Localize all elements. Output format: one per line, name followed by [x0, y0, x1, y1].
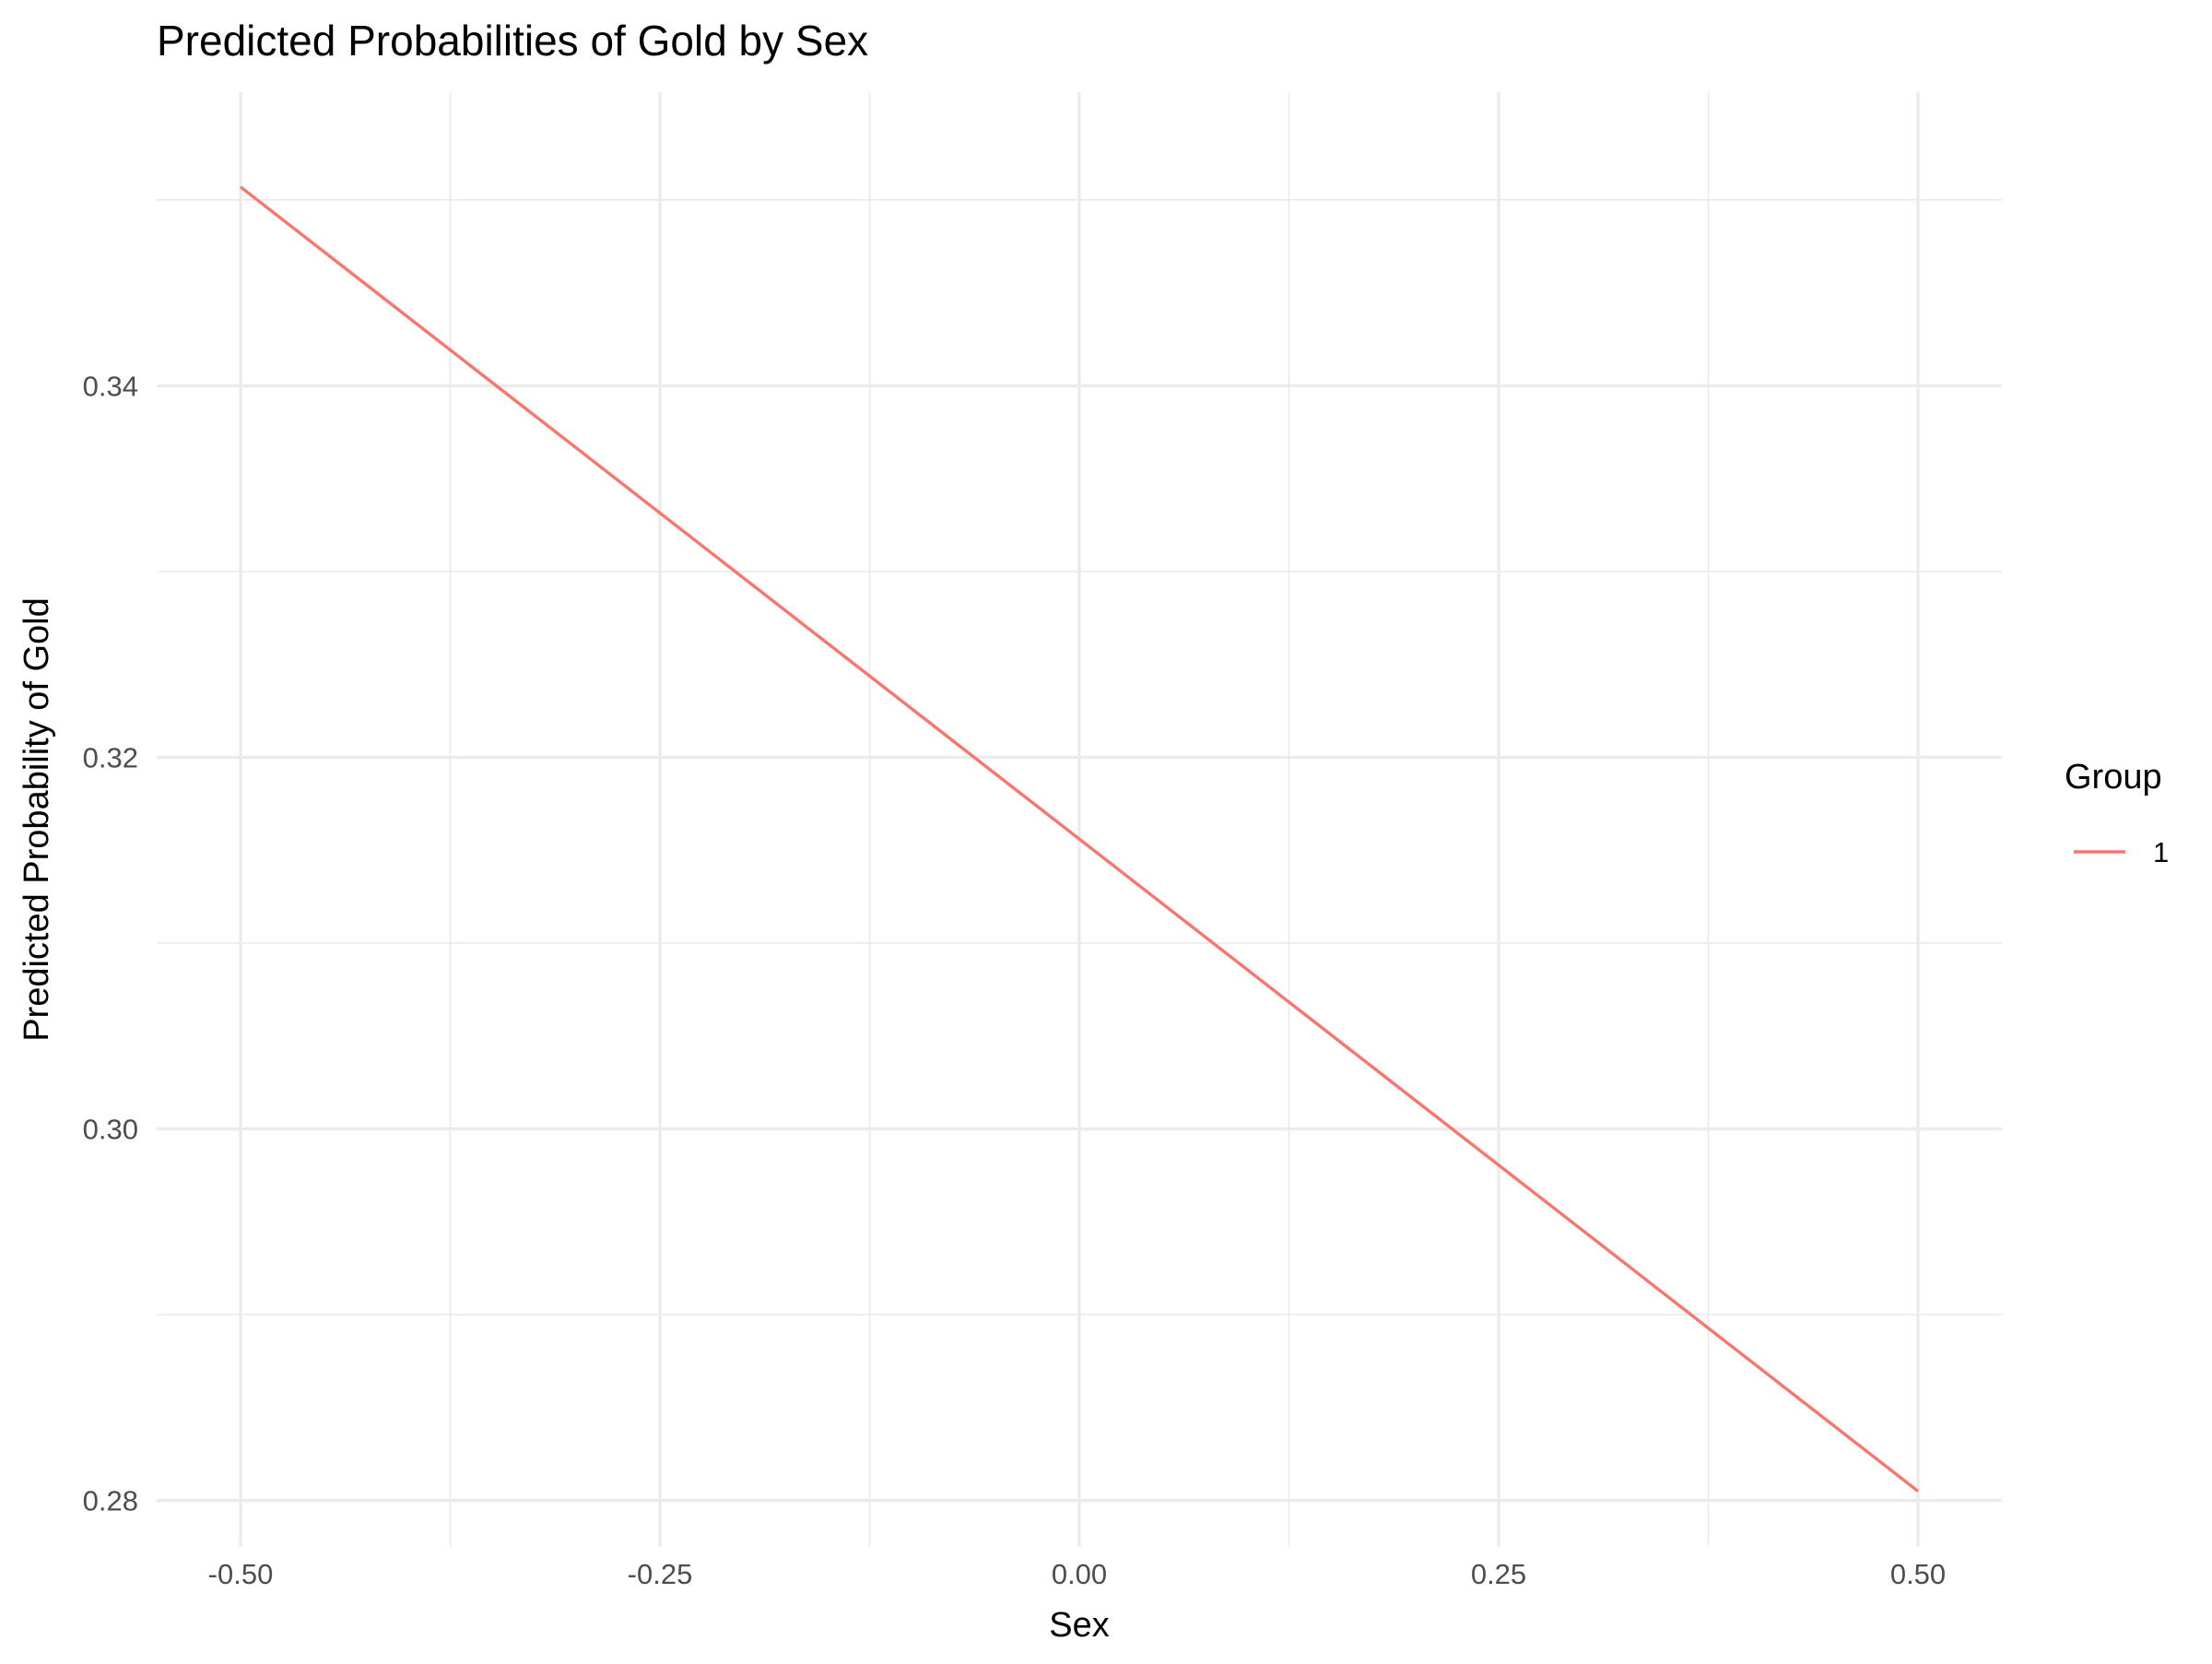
- y-tick-label: 0.30: [83, 1114, 138, 1146]
- x-tick-label: 0.50: [1890, 1558, 1946, 1590]
- y-tick-label: 0.32: [83, 741, 138, 773]
- x-tick-label: 0.00: [1052, 1558, 1107, 1590]
- legend: Group 1: [2065, 758, 2169, 868]
- y-tick-label: 0.28: [83, 1485, 138, 1517]
- legend-title: Group: [2065, 758, 2162, 797]
- legend-label: 1: [2153, 836, 2169, 868]
- x-tick-label: 0.25: [1471, 1558, 1526, 1590]
- series-layer: [239, 185, 1920, 1493]
- y-axis-title: Predicted Probability of Gold: [18, 597, 56, 1042]
- x-axis-ticks: -0.50 -0.25 0.00 0.25 0.50: [208, 1558, 1947, 1590]
- grid: [157, 92, 2002, 1547]
- series-line: [239, 185, 1920, 1493]
- x-tick-label: -0.50: [208, 1558, 274, 1590]
- x-axis-title: Sex: [1049, 1606, 1109, 1645]
- x-tick-label: -0.25: [628, 1558, 693, 1590]
- y-tick-label: 0.34: [83, 370, 138, 402]
- legend-items: 1: [2074, 836, 2169, 868]
- chart-title: Predicted Probabilities of Gold by Sex: [157, 17, 868, 65]
- y-axis-ticks: 0.28 0.30 0.32 0.34: [83, 370, 138, 1516]
